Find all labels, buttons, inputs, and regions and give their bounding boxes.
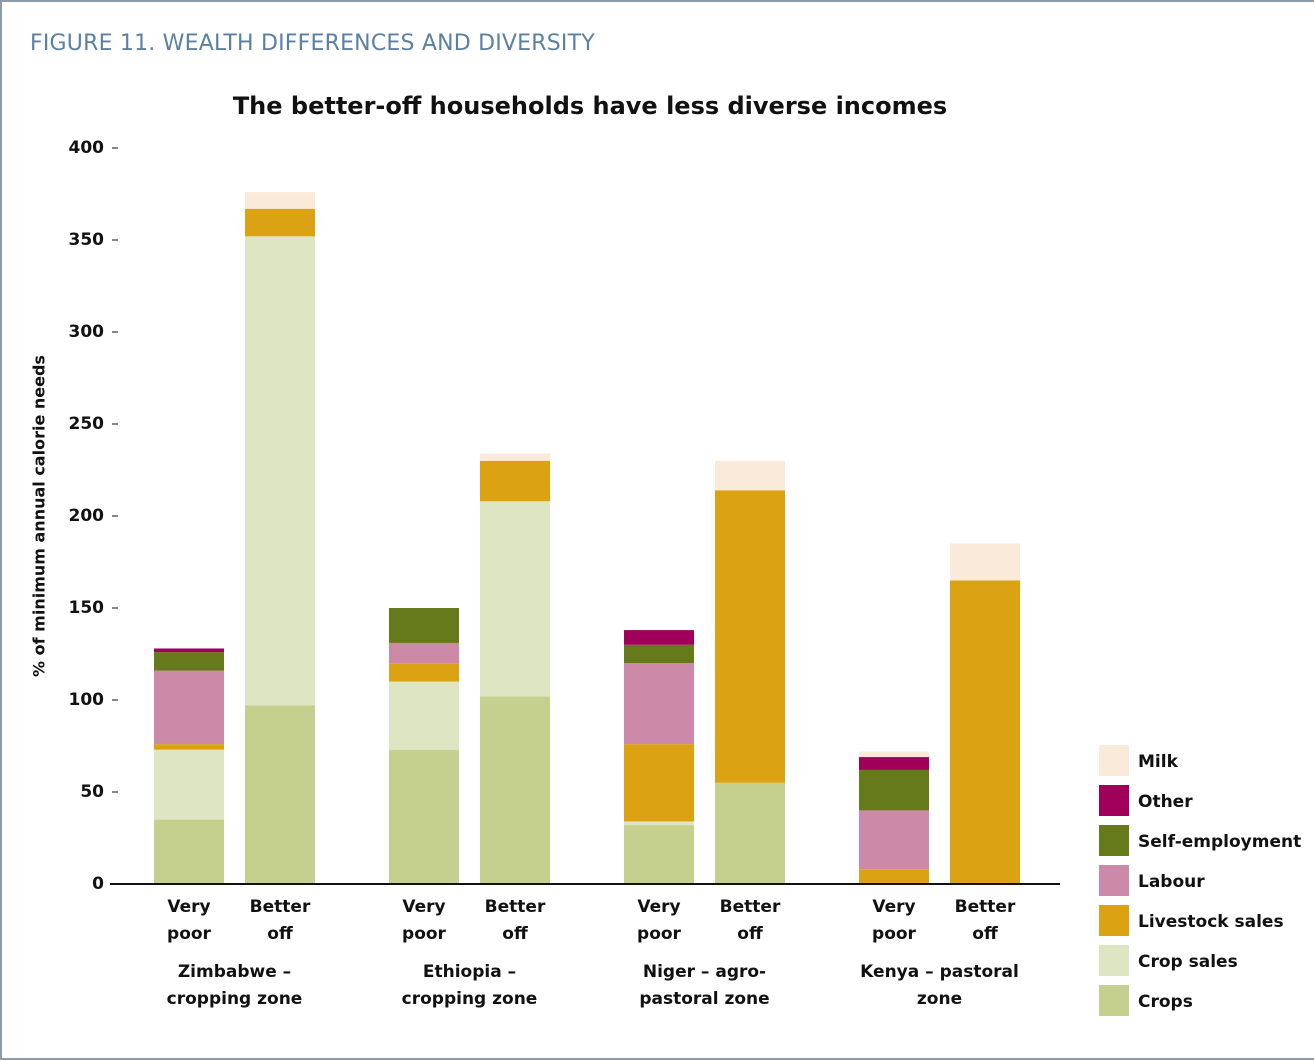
group-label: Kenya – pastoral zone [860, 962, 1019, 1009]
x-tick-label: Better off [719, 897, 781, 944]
bar-segment [480, 501, 550, 697]
x-tick-label: Better off [954, 897, 1016, 944]
legend-swatch [1099, 825, 1129, 856]
x-tick-label: Very poor [402, 897, 446, 944]
bar-segment [154, 670, 224, 745]
bar-segment [389, 663, 459, 682]
bar-segment [715, 460, 785, 491]
bar-segment [624, 663, 694, 745]
bar-segment [859, 757, 929, 770]
x-tick-label: Better off [249, 897, 311, 944]
legend-label: Crop sales [1138, 952, 1238, 972]
y-tick-label: 0 [92, 874, 104, 894]
bar-segment [624, 744, 694, 822]
x-tick-label: Very poor [872, 897, 916, 944]
legend-label: Milk [1138, 752, 1179, 772]
bar-segment [389, 681, 459, 750]
legend-label: Livestock sales [1138, 912, 1284, 932]
bar-segment [950, 580, 1020, 884]
bar-segment [859, 869, 929, 884]
chart: The better-off households have less dive… [30, 92, 1301, 1016]
legend-swatch [1099, 985, 1129, 1016]
bar-segment [154, 648, 224, 653]
bar-segment [154, 749, 224, 820]
bar-segment [480, 460, 550, 502]
legend-swatch [1099, 905, 1129, 936]
bar-segment [715, 782, 785, 884]
y-tick-label: 400 [69, 138, 105, 158]
legend-label: Crops [1138, 992, 1193, 1012]
x-tick-label: Very poor [167, 897, 211, 944]
bar-segment [624, 825, 694, 884]
legend-swatch [1099, 865, 1129, 896]
group-label: Niger – agro-pastoral zone [639, 962, 770, 1009]
legend-label: Labour [1138, 872, 1205, 892]
group-label: Ethiopia – cropping zone [401, 962, 538, 1009]
bar-segment [480, 453, 550, 461]
bar-segment [624, 630, 694, 645]
legend-swatch [1099, 945, 1129, 976]
bar-segment [624, 821, 694, 826]
y-tick-label: 350 [69, 230, 105, 250]
bar-segment [389, 749, 459, 884]
figure-header: FIGURE 11. WEALTH DIFFERENCES AND DIVERS… [30, 31, 595, 56]
bar-segment [154, 652, 224, 671]
bar-segment [624, 644, 694, 664]
bar-segment [859, 810, 929, 870]
y-tick-label: 100 [69, 690, 105, 710]
x-tick-label: Very poor [637, 897, 681, 944]
group-label: Zimbabwe – cropping zone [166, 962, 303, 1009]
chart-title: The better-off households have less dive… [233, 92, 947, 120]
bar-segment [859, 751, 929, 758]
legend-swatch [1099, 785, 1129, 816]
y-tick-label: 250 [69, 414, 105, 434]
bar-segment [154, 744, 224, 750]
y-tick-label: 50 [80, 782, 104, 802]
y-axis-label: % of minimum annual calorie needs [30, 355, 49, 677]
bar-segment [859, 769, 929, 811]
bar-segment [154, 819, 224, 884]
bar-segment [245, 208, 315, 237]
legend-swatch [1099, 745, 1129, 776]
bar-segment [715, 490, 785, 783]
y-tick-label: 300 [69, 322, 105, 342]
y-tick-label: 150 [69, 598, 105, 618]
legend-label: Self-employment [1138, 832, 1301, 852]
bar-segment [245, 236, 315, 706]
bar-segment [245, 192, 315, 209]
bar-segment [480, 696, 550, 884]
bar-segment [245, 705, 315, 884]
bar-segment [950, 543, 1020, 581]
bar-segment [389, 608, 459, 643]
bar-segment [389, 642, 459, 664]
legend-label: Other [1138, 792, 1193, 812]
y-tick-label: 200 [69, 506, 105, 526]
x-tick-label: Better off [484, 897, 546, 944]
